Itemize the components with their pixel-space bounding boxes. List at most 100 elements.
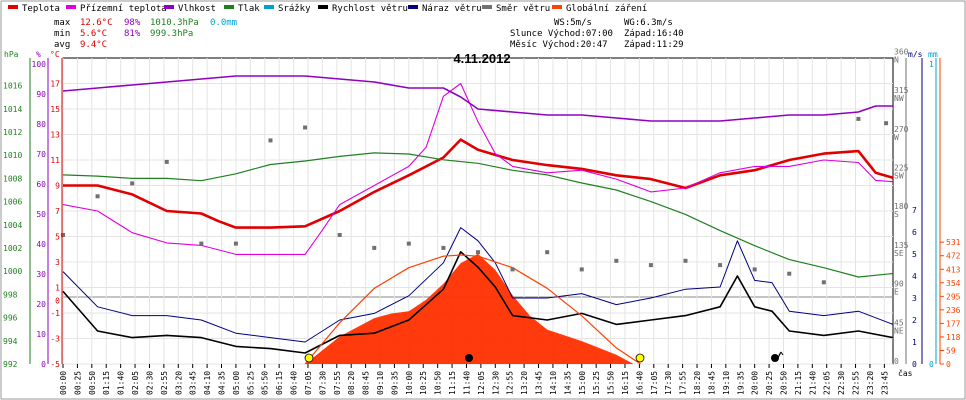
time-tick-label: 22:05 xyxy=(823,371,832,395)
temperature-unit: °C xyxy=(50,50,60,59)
time-tick-label: 18:45 xyxy=(707,371,716,395)
series-line xyxy=(62,75,893,122)
direction-tick: 45 xyxy=(894,318,904,327)
radiation-tick: 413 xyxy=(946,265,961,274)
time-tick-label: 13:20 xyxy=(520,371,529,395)
direction-point xyxy=(164,159,169,164)
humidity-tick: 50 xyxy=(36,210,46,219)
time-tick-label: 23:45 xyxy=(880,371,889,395)
direction-point xyxy=(233,241,238,246)
temperature-zero: 0 xyxy=(55,296,60,305)
direction-tick: 135 xyxy=(894,241,909,250)
time-tick-label: 06:15 xyxy=(275,371,284,395)
legend-label: Vlhkost xyxy=(178,4,216,14)
legend-label: Rychlost větru xyxy=(332,4,408,14)
legend-swatch xyxy=(66,5,76,9)
time-tick-label: 09:10 xyxy=(376,371,385,395)
time-tick-label: 16:15 xyxy=(621,371,630,395)
direction-point xyxy=(61,233,65,237)
direction-point xyxy=(614,258,619,263)
rain-tick: 1 xyxy=(929,60,934,69)
time-tick-label: 13:45 xyxy=(535,371,544,395)
moon-arrow-icon xyxy=(777,351,784,359)
time-tick-label: 11:40 xyxy=(462,371,471,395)
stats-wg: WG:6.3m/s xyxy=(624,18,673,28)
humidity-unit: % xyxy=(36,50,41,59)
time-tick-label: 17:55 xyxy=(679,371,688,395)
legend-swatch xyxy=(552,5,562,9)
pressure-tick: 996 xyxy=(3,314,18,323)
radiation-tick: 354 xyxy=(946,279,961,288)
time-tick-label: 19:10 xyxy=(722,371,731,395)
time-tick-label: 03:20 xyxy=(174,371,183,395)
time-tick-label: 01:40 xyxy=(117,371,126,395)
time-tick-label: 22:55 xyxy=(852,371,861,395)
time-tick-label: 05:00 xyxy=(232,371,241,395)
time-tick-label: 22:30 xyxy=(837,371,846,395)
time-tick-label: 12:55 xyxy=(506,371,515,395)
direction-label: E xyxy=(894,288,899,297)
stats-max-rain: 0.0mm xyxy=(210,18,237,28)
pressure-tick: 1000 xyxy=(3,267,22,276)
legend-label: Přízemní teplota xyxy=(80,4,167,14)
temperature-tick: 17 xyxy=(50,80,60,89)
humidity-tick: 40 xyxy=(36,240,46,249)
radiation-tick: 0 xyxy=(946,360,951,369)
direction-point xyxy=(884,121,889,126)
legend-swatch xyxy=(224,5,234,9)
wind-tick: 7 xyxy=(912,206,917,215)
humidity-tick: 60 xyxy=(36,180,46,189)
direction-point xyxy=(510,267,515,272)
legend-swatch xyxy=(8,5,18,9)
time-tick-label: 00:25 xyxy=(73,371,82,395)
time-tick-label: 17:05 xyxy=(650,371,659,395)
time-tick-label: 23:20 xyxy=(866,371,875,395)
stats-sun-set: Západ:16:40 xyxy=(624,29,684,39)
stats-ws: WS:5m/s xyxy=(554,18,592,28)
temperature-tick: 1 xyxy=(55,284,60,293)
direction-point xyxy=(579,267,584,272)
time-tick-label: 08:45 xyxy=(362,371,371,395)
time-tick-label: 00:50 xyxy=(88,371,97,395)
time-tick-label: 09:35 xyxy=(390,371,399,395)
wind-tick: 4 xyxy=(912,272,917,281)
time-tick-label: 12:05 xyxy=(477,371,486,395)
radiation-area xyxy=(305,253,634,364)
humidity-tick: 20 xyxy=(36,300,46,309)
pressure-tick: 994 xyxy=(3,337,18,346)
legend: Teplota Přízemní teplota Vlhkost Tlak Srážky… xyxy=(8,4,647,14)
pressure-tick: 1002 xyxy=(3,244,22,253)
stats-sun: Slunce Východ:07:00 xyxy=(510,29,613,39)
stats-max-label: max xyxy=(54,18,71,28)
stats-max-temp: 12.6°C xyxy=(80,18,113,28)
time-tick-label: 20:50 xyxy=(779,371,788,395)
radiation-tick: 59 xyxy=(946,346,956,355)
direction-tick: 225 xyxy=(894,164,909,173)
direction-point xyxy=(199,241,204,246)
time-tick-label: 10:50 xyxy=(434,371,443,395)
time-tick-label: 19:35 xyxy=(736,371,745,395)
chart-title: 4.11.2012 xyxy=(453,51,510,66)
pressure-tick: 1010 xyxy=(3,151,22,160)
legend-label: Srážky xyxy=(278,4,311,14)
wind-direction-points xyxy=(61,116,889,285)
temperature-tick: 15 xyxy=(50,105,60,114)
time-tick-label: 21:15 xyxy=(794,371,803,395)
time-tick-label: 04:10 xyxy=(203,371,212,395)
legend-label: Tlak xyxy=(238,4,260,14)
radiation-tick: 118 xyxy=(946,333,961,342)
direction-label: W xyxy=(894,133,899,142)
pressure-tick: 992 xyxy=(3,360,18,369)
direction-point xyxy=(856,116,861,121)
radiation-tick: 472 xyxy=(946,252,961,261)
moonset-marker xyxy=(465,354,473,362)
direction-point xyxy=(337,233,342,237)
stats-block: max 12.6°C 98% 1010.3hPa 0.0mm min 5.6°C… xyxy=(54,18,684,50)
direction-label: NW xyxy=(894,94,904,103)
wind-unit: m/s xyxy=(908,50,923,59)
stats-avg-temp: 9.4°C xyxy=(80,40,107,50)
sunrise-marker xyxy=(304,353,314,363)
pressure-tick: 1006 xyxy=(3,198,22,207)
wind-tick: 3 xyxy=(912,294,917,303)
legend-label: Náraz větru xyxy=(422,4,482,14)
